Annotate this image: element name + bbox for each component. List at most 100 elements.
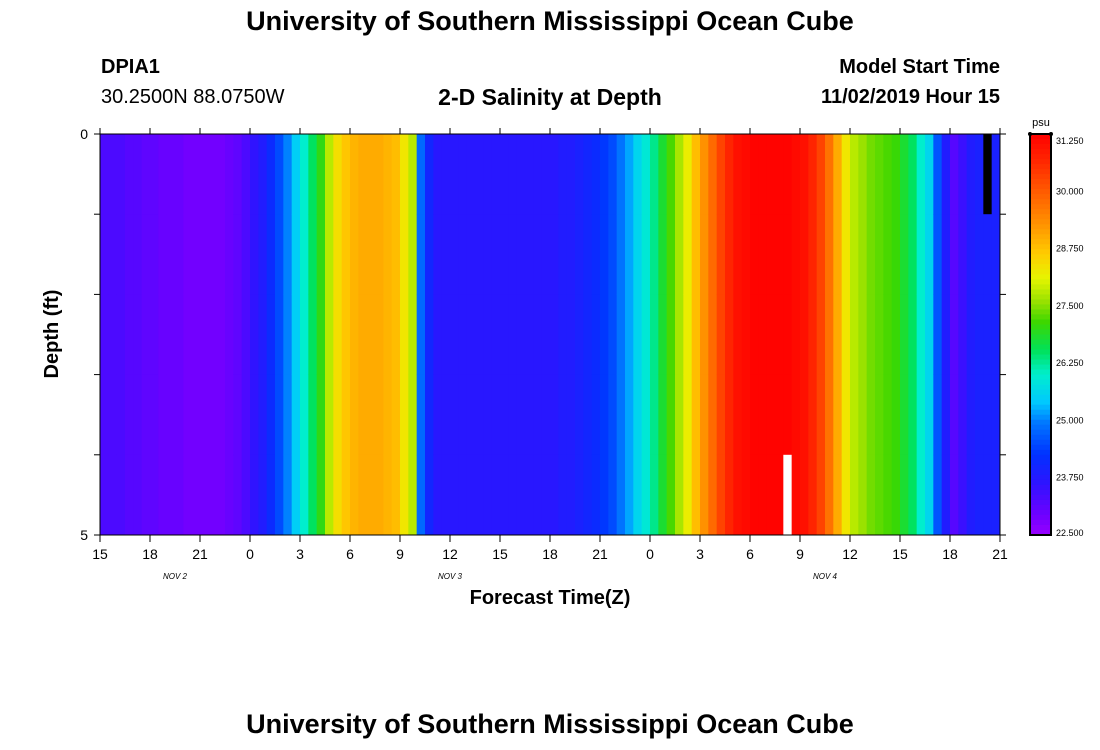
heatmap-cell xyxy=(466,454,476,536)
heatmap-cell xyxy=(566,374,576,456)
heatmap-cell xyxy=(875,134,884,215)
heatmap-cell xyxy=(250,134,259,215)
colorbar-segment xyxy=(1030,514,1051,521)
colorbar-segment xyxy=(1030,454,1051,461)
heatmap-cell xyxy=(266,134,276,215)
heatmap-cell xyxy=(375,374,384,456)
heatmap-cell xyxy=(450,214,459,295)
heatmap-cell xyxy=(183,454,193,536)
heatmap-cell xyxy=(775,214,784,295)
heatmap-cell xyxy=(466,374,476,456)
heatmap-cell xyxy=(525,374,534,456)
heatmap-cell xyxy=(916,294,926,375)
colorbar-segment xyxy=(1030,494,1051,501)
colorbar-segment xyxy=(1030,349,1051,356)
heatmap-cell xyxy=(533,214,543,295)
heatmap-cell xyxy=(608,294,618,375)
heatmap-cell xyxy=(275,134,284,215)
heatmap-cell xyxy=(733,294,743,375)
heatmap-cell xyxy=(491,374,501,456)
heatmap-cell xyxy=(850,374,859,456)
heatmap-cell xyxy=(508,454,518,536)
heatmap-cell xyxy=(750,134,759,215)
heatmap-cell xyxy=(408,134,418,215)
heatmap-cell xyxy=(700,374,709,456)
colorbar-segment xyxy=(1030,149,1051,155)
heatmap-cell xyxy=(558,134,568,215)
heatmap-cell xyxy=(350,454,359,536)
heatmap-cell xyxy=(691,454,701,536)
heatmap-cell xyxy=(200,374,209,456)
colorbar-segment xyxy=(1030,509,1051,516)
heatmap-cell xyxy=(708,214,718,295)
x-tick-label: 21 xyxy=(992,546,1008,562)
heatmap-cell xyxy=(741,214,751,295)
heatmap-cell xyxy=(241,454,251,536)
heatmap-cell xyxy=(808,134,818,215)
heatmap-cell xyxy=(475,214,484,295)
heatmap-cell xyxy=(766,214,776,295)
heatmap-cell xyxy=(441,214,451,295)
colorbar-segment xyxy=(1030,254,1051,260)
heatmap-cell xyxy=(475,134,484,215)
heatmap-cell xyxy=(933,134,943,215)
heatmap-cell xyxy=(516,214,526,295)
heatmap-cell xyxy=(650,134,659,215)
heatmap-cell xyxy=(275,454,284,536)
heatmap-cell xyxy=(583,134,593,215)
heatmap-cell xyxy=(575,454,584,536)
heatmap-cell xyxy=(541,454,551,536)
heatmap-cell xyxy=(958,454,968,536)
colorbar-segment xyxy=(1030,379,1051,386)
heatmap-cell xyxy=(666,294,676,375)
x-tick-label: 6 xyxy=(746,546,754,562)
heatmap-cell xyxy=(541,294,551,375)
heatmap-cell xyxy=(758,294,768,375)
colorbar-segment xyxy=(1030,434,1051,441)
x-tick-label: 6 xyxy=(346,546,354,562)
heatmap-cell xyxy=(683,454,693,536)
heatmap-cell xyxy=(816,134,826,215)
heatmap-cell xyxy=(916,214,926,295)
heatmap-cell xyxy=(283,214,293,295)
colorbar-segment xyxy=(1030,199,1051,205)
colorbar-segment xyxy=(1030,444,1051,451)
heatmap-cell xyxy=(916,454,926,536)
heatmap-cell xyxy=(350,214,359,295)
heatmap-cell xyxy=(416,214,426,295)
heatmap-cell xyxy=(116,454,126,536)
heatmap-cell xyxy=(541,134,551,215)
colorbar-tick-label: 26.250 xyxy=(1056,358,1084,368)
heatmap-cell xyxy=(208,374,218,456)
heatmap-cell xyxy=(358,294,368,375)
heatmap-cell xyxy=(583,454,593,536)
heatmap-cell xyxy=(783,374,793,456)
heatmap-cell xyxy=(416,134,426,215)
heatmap-cell xyxy=(966,214,976,295)
heatmap-cell xyxy=(425,454,434,536)
colorbar-segment xyxy=(1030,159,1051,165)
heatmap-cell xyxy=(866,294,876,375)
colorbar-segment xyxy=(1030,474,1051,481)
heatmap-cell xyxy=(641,294,651,375)
heatmap-cell xyxy=(291,134,301,215)
heatmap-cell xyxy=(333,214,343,295)
heatmap-cell xyxy=(558,214,568,295)
heatmap-cell xyxy=(858,454,868,536)
colorbar-segment xyxy=(1030,419,1051,426)
heatmap-cell xyxy=(691,374,701,456)
colorbar-segment xyxy=(1030,289,1051,295)
colorbar-segment xyxy=(1030,334,1051,341)
x-tick-label: 12 xyxy=(842,546,858,562)
heatmap-cell xyxy=(133,214,143,295)
heatmap-cell xyxy=(300,214,309,295)
heatmap-cell xyxy=(875,214,884,295)
y-axis-label: Depth (ft) xyxy=(41,290,63,379)
colorbar-segment xyxy=(1030,409,1051,416)
heatmap-cell xyxy=(891,294,901,375)
heatmap-cell xyxy=(808,214,818,295)
heatmap-cell xyxy=(675,374,684,456)
heatmap-cell xyxy=(258,214,268,295)
heatmap-cell xyxy=(525,134,534,215)
